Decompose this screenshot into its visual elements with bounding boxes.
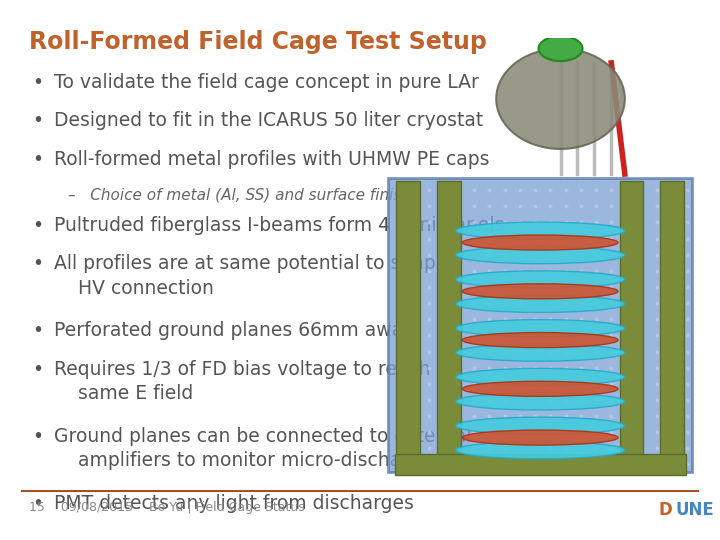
Bar xyxy=(660,181,684,464)
FancyBboxPatch shape xyxy=(388,178,693,471)
Bar xyxy=(620,181,644,464)
Text: Roll-formed metal profiles with UHMW PE caps: Roll-formed metal profiles with UHMW PE … xyxy=(54,150,490,168)
Ellipse shape xyxy=(456,222,625,239)
Bar xyxy=(437,181,461,464)
Text: Designed to fit in the ICARUS 50 liter cryostat: Designed to fit in the ICARUS 50 liter c… xyxy=(54,111,483,130)
Text: PMT detects any light from discharges: PMT detects any light from discharges xyxy=(54,494,414,513)
Ellipse shape xyxy=(462,430,618,445)
Ellipse shape xyxy=(456,246,625,264)
Text: •: • xyxy=(32,254,43,273)
Bar xyxy=(395,454,685,475)
Text: UNE: UNE xyxy=(675,501,714,519)
Text: Roll-Formed Field Cage Test Setup: Roll-Formed Field Cage Test Setup xyxy=(29,30,487,53)
Text: To validate the field cage concept in pure LAr: To validate the field cage concept in pu… xyxy=(54,73,479,92)
Text: •: • xyxy=(32,216,43,235)
Text: •: • xyxy=(32,360,43,379)
Bar xyxy=(397,181,420,464)
Text: •: • xyxy=(32,73,43,92)
Text: •: • xyxy=(32,150,43,168)
Ellipse shape xyxy=(539,36,582,61)
Ellipse shape xyxy=(456,295,625,313)
Ellipse shape xyxy=(462,235,618,250)
Text: Ground planes can be connected to external
    amplifiers to monitor micro-disch: Ground planes can be connected to extern… xyxy=(54,427,472,470)
Ellipse shape xyxy=(456,417,625,434)
Text: Pultruded fiberglass I-beams form 4 mini panels: Pultruded fiberglass I-beams form 4 mini… xyxy=(54,216,505,235)
Ellipse shape xyxy=(456,442,625,459)
Ellipse shape xyxy=(496,49,625,149)
Text: •: • xyxy=(32,111,43,130)
Text: •: • xyxy=(32,321,43,340)
Text: 15    09/08/2015    Bo Yu | Field Cage Status: 15 09/08/2015 Bo Yu | Field Cage Status xyxy=(29,501,305,514)
Text: All profiles are at same potential to simplify
    HV connection: All profiles are at same potential to si… xyxy=(54,254,463,298)
Text: Requires 1/3 of FD bias voltage to reach
    same E field: Requires 1/3 of FD bias voltage to reach… xyxy=(54,360,431,403)
Ellipse shape xyxy=(456,393,625,410)
Ellipse shape xyxy=(456,271,625,288)
Text: •: • xyxy=(32,494,43,513)
Text: D: D xyxy=(659,501,672,519)
Ellipse shape xyxy=(456,344,625,361)
Ellipse shape xyxy=(456,368,625,386)
Text: •: • xyxy=(32,427,43,446)
Ellipse shape xyxy=(462,381,618,396)
Ellipse shape xyxy=(462,333,618,348)
Ellipse shape xyxy=(462,284,618,299)
Text: Perforated ground planes 66mm away: Perforated ground planes 66mm away xyxy=(54,321,414,340)
Text: –   Choice of metal (Al, SS) and surface finish: – Choice of metal (Al, SS) and surface f… xyxy=(68,188,411,203)
Ellipse shape xyxy=(456,320,625,337)
